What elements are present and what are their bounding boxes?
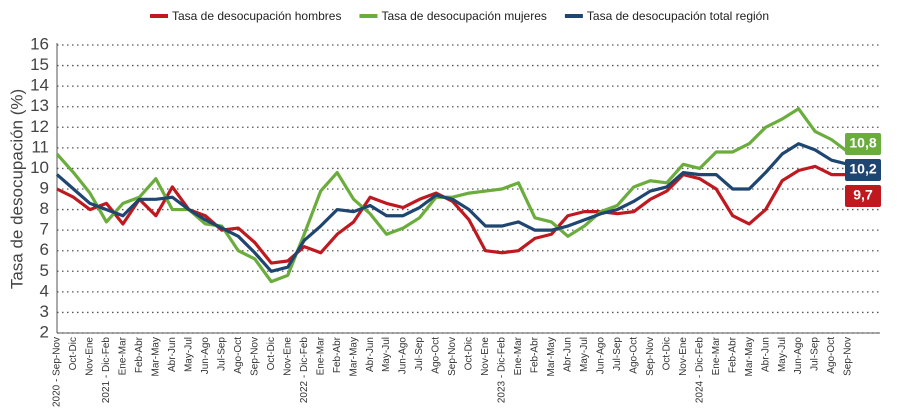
x-tick-label: Feb-Abr <box>530 336 541 373</box>
x-tick-label: Jul-Sep <box>216 337 227 371</box>
x-tick-label: Sep-Nov <box>645 337 656 376</box>
y-tick-label: 3 <box>40 302 49 321</box>
x-tick-label: Nov-Ene <box>85 337 96 376</box>
y-tick-label: 4 <box>40 281 49 300</box>
y-tick-label: 9 <box>40 178 49 197</box>
x-tick-label: Ago-Oct <box>431 337 442 374</box>
value-label: 10,2 <box>845 158 881 181</box>
x-tick-label: Feb-Abr <box>332 336 343 373</box>
x-tick-label: 2022 - Dic-Feb <box>299 337 310 404</box>
x-tick-label: Oct-Dic <box>68 337 79 370</box>
series-line <box>55 107 849 284</box>
x-tick-label: Nov-Ene <box>678 337 689 376</box>
x-tick-label: Abr-Jun <box>563 337 574 372</box>
y-axis-title: Tasa de desocupación (%) <box>7 89 26 289</box>
x-tick-label: May-Jul <box>381 337 392 372</box>
x-tick-label: Jun-Ago <box>398 337 409 375</box>
x-tick-label: Feb-Abr <box>727 336 738 373</box>
y-tick-label: 16 <box>30 34 49 53</box>
y-tick-label: 7 <box>40 220 49 239</box>
x-tick-label: Mar-May <box>348 337 359 376</box>
x-tick-label: Jul-Sep <box>810 337 821 371</box>
y-tick-label: 8 <box>40 199 49 218</box>
value-label-box <box>845 184 881 207</box>
x-tick-label: Ene-Mar <box>315 336 326 375</box>
y-tick-label: 15 <box>30 55 49 74</box>
x-tick-label: Jun-Ago <box>793 337 804 375</box>
value-label-text: 10,8 <box>849 135 876 151</box>
x-tick-label: 2024 - Dic-Feb <box>694 337 705 404</box>
y-tick-label: 14 <box>30 76 49 95</box>
legend-label: Tasa de desocupación hombres <box>172 9 341 23</box>
value-label-box <box>845 158 881 181</box>
value-label: 9,7 <box>845 184 881 207</box>
x-tick-label: Mar-May <box>151 337 162 376</box>
x-tick-label: Jun-Ago <box>200 337 211 375</box>
x-tick-label: Jul-Sep <box>414 337 425 371</box>
legend-label: Tasa de desocupación total región <box>587 9 769 23</box>
x-tick-label: Nov-Ene <box>480 337 491 376</box>
y-tick-label: 5 <box>40 261 49 280</box>
x-tick-label: Nov-Ene <box>282 337 293 376</box>
y-tick-label: 11 <box>31 137 49 156</box>
x-tick-label: Abr-Jun <box>760 337 771 372</box>
series-line <box>56 164 849 265</box>
x-tick-label: Ene-Mar <box>118 336 129 375</box>
value-label-box <box>845 132 881 155</box>
x-tick-label: Ago-Oct <box>826 337 837 374</box>
x-tick-label: Ene-Mar <box>513 336 524 375</box>
x-tick-label: Ene-Mar <box>711 336 722 375</box>
y-tick-label: 13 <box>30 96 49 115</box>
x-tick-label: Ago-Oct <box>233 337 244 374</box>
x-tick-label: Oct-Dic <box>464 337 475 370</box>
y-tick-label: 6 <box>40 240 49 259</box>
y-tick-label: 12 <box>30 117 49 136</box>
x-tick-label: Abr-Jun <box>365 337 376 372</box>
legend-label: Tasa de desocupación mujeres <box>381 9 546 23</box>
x-tick-label: Sep-Nov <box>447 337 458 376</box>
x-tick-label: May-Jul <box>183 337 194 372</box>
x-tick-label: May-Jul <box>579 337 590 372</box>
x-tick-label: Ago-Oct <box>628 337 639 374</box>
value-label-text: 9,7 <box>853 187 873 203</box>
x-tick-label: Sep-Nov <box>843 337 854 376</box>
series-line <box>55 142 849 273</box>
value-label: 10,8 <box>845 132 881 155</box>
x-tick-label: Abr-Jun <box>167 337 178 372</box>
y-tick-label: 10 <box>30 158 49 177</box>
x-tick-label: Feb-Abr <box>134 336 145 373</box>
y-tick-label: 2 <box>40 322 49 341</box>
x-tick-label: Jul-Sep <box>612 337 623 371</box>
x-tick-label: 2021 - Dic-Feb <box>101 337 112 404</box>
x-tick-label: 2023 - Dic-Feb <box>497 337 508 404</box>
x-tick-label: Mar-May <box>744 337 755 376</box>
x-tick-label: Jun-Ago <box>595 337 606 375</box>
value-label-text: 10,2 <box>849 161 876 177</box>
x-tick-label: Sep-Nov <box>249 337 260 376</box>
x-tick-label: 2020 - Sep-Nov <box>52 337 63 407</box>
x-tick-label: Mar-May <box>546 337 557 376</box>
x-tick-label: May-Jul <box>777 337 788 372</box>
x-tick-label: Oct-Dic <box>661 337 672 370</box>
x-tick-label: Oct-Dic <box>266 337 277 370</box>
